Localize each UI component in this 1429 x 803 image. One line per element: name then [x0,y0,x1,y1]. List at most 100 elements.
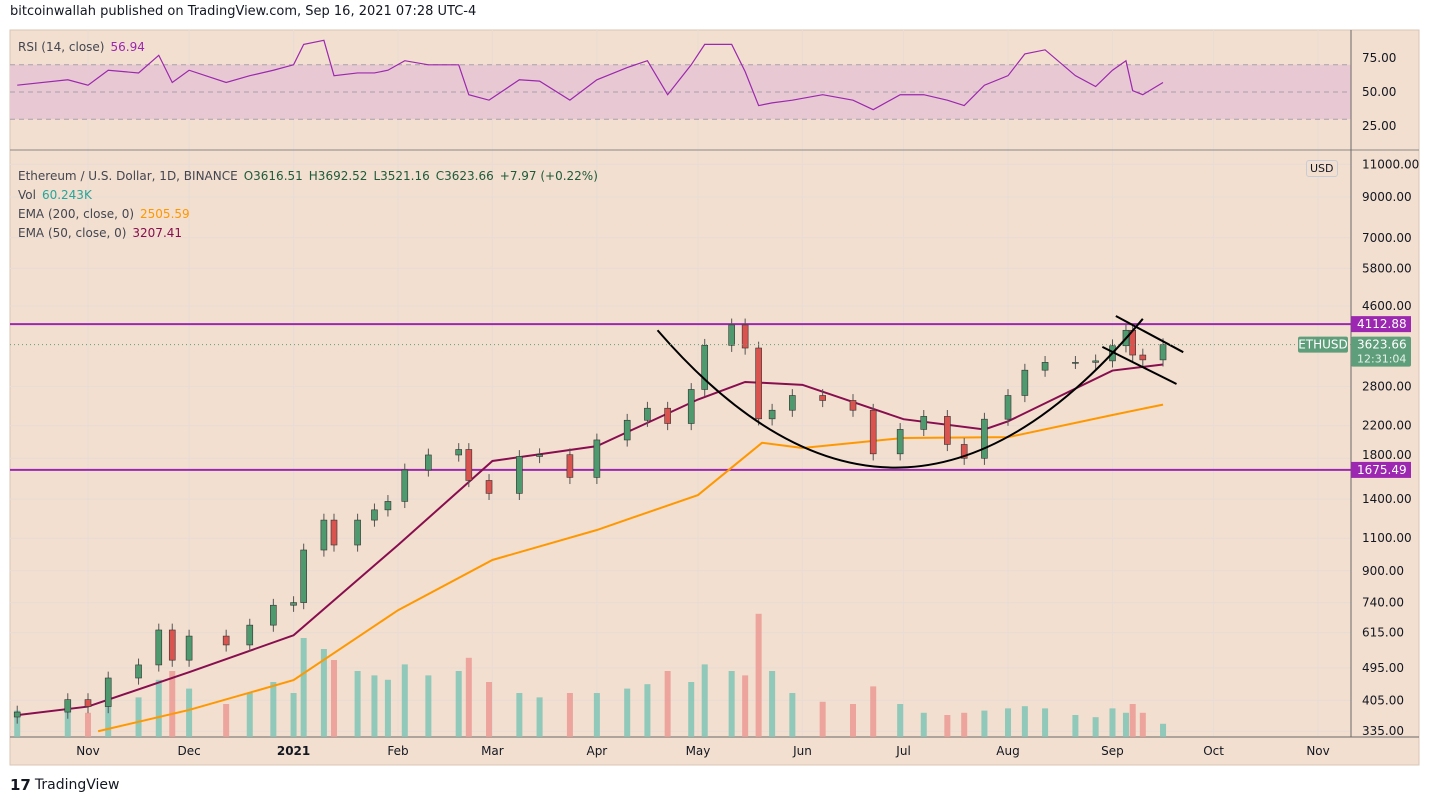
candle [401,469,409,502]
x-tick-label: Aug [996,744,1019,758]
candle [644,407,651,421]
candle [1041,362,1049,371]
candle [896,429,904,455]
candle [593,439,601,478]
candle [246,624,254,646]
y-tick-label: 11000.00 [1362,157,1419,171]
volume-bar [290,693,297,737]
volume-bar [624,688,631,737]
rsi-tick-label: 50.00 [1362,85,1396,99]
price-legend: Ethereum / U.S. Dollar, 1D, BINANCE O3616… [18,167,604,243]
volume-bar [465,657,472,737]
candle [728,324,735,346]
volume-bar [566,693,573,737]
volume-bar [1139,712,1146,737]
volume-bar [425,675,432,737]
candle [960,444,968,459]
volume-bar [536,697,543,737]
x-tick-label: Jul [895,744,910,758]
volume-bar [981,710,988,737]
currency-button[interactable]: USD [1306,160,1338,177]
volume-bar [944,715,951,737]
y-tick-label: 740.00 [1362,596,1404,610]
candle [755,347,762,420]
candle [1072,362,1079,364]
volume-bar [155,679,162,737]
candle [566,454,574,478]
y-tick-label: 1100.00 [1362,531,1412,545]
ema50-value: 3207.41 [132,226,183,240]
y-tick-label: 2200.00 [1362,419,1412,433]
volume-bar [688,682,695,737]
chart-background [9,29,1420,766]
volume-bar [169,671,176,737]
volume-bar [486,682,493,737]
rsi-tick-label: 75.00 [1362,51,1396,65]
candle [64,699,72,713]
y-tick-label: 5800.00 [1362,261,1412,275]
symbol-label: ETHUSD [1298,338,1348,352]
candle [135,664,142,679]
volume-bar [819,701,826,737]
candle [465,449,473,481]
candle [425,454,432,471]
volume-bar [1021,706,1028,737]
y-tick-label: 335.00 [1362,724,1404,738]
y-tick-label: 7000.00 [1362,231,1412,245]
volume-bar [728,671,735,737]
countdown-label: 12:31:04 [1357,353,1406,366]
volume-bar [664,671,671,737]
candle [1021,369,1029,396]
x-tick-label: Nov [1306,744,1329,758]
candle [701,344,709,390]
y-tick-label: 405.00 [1362,693,1404,707]
x-tick-label: Sep [1101,744,1124,758]
candle [1004,395,1012,420]
tv-logo-icon: 𝟭𝟳 [10,776,31,794]
tradingview-logo: 𝟭𝟳 TradingView [10,776,119,794]
vol-value: 60.243K [41,188,92,202]
volume-bar [742,675,749,737]
candle [536,454,543,457]
candle [384,501,392,511]
volume-bar [371,675,378,737]
open-value: O3616.51 [243,169,303,183]
candle [516,456,523,494]
trendline-drawing [1115,315,1184,354]
brand-text: TradingView [34,777,120,793]
candle [371,509,378,521]
candle [664,407,671,424]
ema200-label: EMA (200, close, 0) [18,207,135,221]
volume-bar [1092,717,1099,737]
volume-bar [1122,712,1129,737]
volume-bar [85,712,91,737]
volume-bar [186,688,193,737]
candle [623,419,631,441]
volume-bar [246,693,253,737]
candle [944,416,951,445]
close-value: C3623.66 [435,169,494,183]
volume-bar [644,684,651,737]
candle [789,395,796,411]
candle [1159,344,1167,361]
volume-bar [961,712,968,737]
y-tick-label: 2800.00 [1362,380,1412,394]
candle [155,629,163,666]
volume-bar [1160,723,1167,737]
candle [849,400,857,411]
candle [185,635,193,661]
y-tick-label: 9000.00 [1362,190,1412,204]
volume-bar [105,693,112,737]
hline-label: 1675.49 [1357,463,1407,477]
volume-bar [1129,704,1136,737]
volume-bar [1042,708,1049,737]
rsi-label: RSI (14, close) [18,40,105,54]
y-tick-label: 1800.00 [1362,448,1412,462]
volume-bar [331,660,338,737]
volume-bar [789,693,796,737]
volume-bar [897,704,904,737]
cup-arc-drawing [656,318,1144,469]
candle [768,409,776,420]
x-tick-label: Dec [177,744,200,758]
